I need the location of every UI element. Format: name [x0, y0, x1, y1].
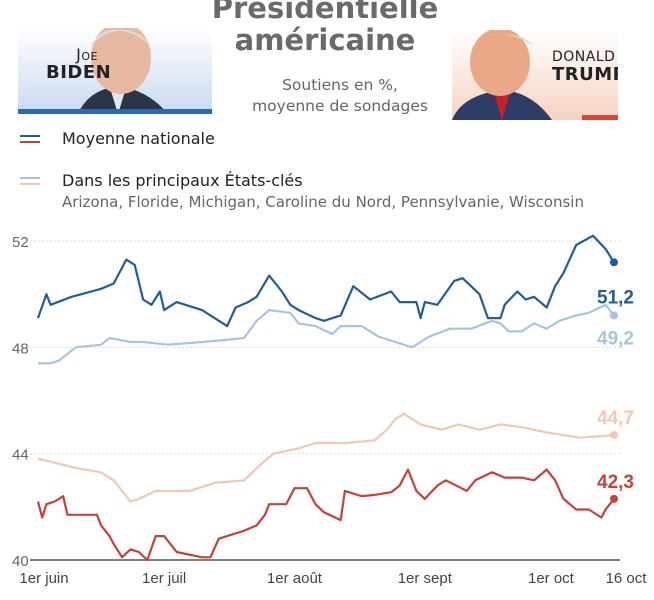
series-line-biden_states — [38, 303, 615, 365]
subtitle-line-1: Soutiens en %, — [282, 76, 398, 94]
y-tick-label: 40 — [12, 553, 29, 570]
y-tick-label: 48 — [12, 340, 29, 357]
end-label-biden_national: 51,2 — [597, 287, 634, 308]
end-label-trump_national: 42,3 — [597, 472, 634, 493]
subtitle: Soutiens en %, moyenne de sondages — [230, 75, 450, 117]
legend-national: Moyenne nationale — [62, 129, 215, 148]
biden-name: Joe Biden — [46, 45, 111, 82]
x-tick-label-juin: 1er juin — [19, 570, 69, 587]
legend-states-list: Arizona, Floride, Michigan, Caroline du … — [62, 193, 584, 211]
series-end-dot-trump_national — [610, 494, 618, 503]
end-label-biden_states: 49,2 — [597, 328, 634, 349]
x-tick-label-oct: 1er oct — [527, 570, 574, 587]
series-end-dot-trump_states — [610, 431, 618, 440]
legend-states: Dans les principaux États-clés — [62, 171, 303, 190]
trump-photo: Donald Trump — [452, 30, 618, 120]
biden-color-bar — [18, 109, 212, 114]
x-tick-label-aout: 1er août — [266, 570, 322, 587]
series-line-biden_national — [36, 234, 615, 328]
series-end-dot-biden_national — [610, 258, 618, 267]
x-tick-label-sept: 1er sept — [397, 570, 452, 587]
trump-name: Donald Trump — [552, 48, 618, 84]
x-tick-label-16-oct: 16 oct — [605, 570, 647, 587]
subtitle-line-2: moyenne de sondages — [252, 97, 428, 115]
title-line-2: américaine — [234, 23, 416, 57]
end-label-trump_states: 44,7 — [597, 408, 634, 429]
biden-portrait-icon — [78, 28, 168, 114]
trump-last-name: Trump — [552, 64, 618, 85]
y-tick-label: 52 — [12, 234, 29, 251]
legend-swatch-national-biden — [20, 135, 40, 137]
legend-swatch-states-trump — [20, 183, 40, 185]
series-line-trump_national — [36, 468, 615, 562]
biden-photo: Joe Biden — [18, 28, 212, 114]
biden-last-name: Biden — [46, 62, 112, 83]
trump-portrait-icon — [452, 30, 552, 120]
series-end-dot-biden_states — [610, 311, 618, 320]
y-tick-label: 44 — [12, 447, 29, 464]
page-title: Présidentielle américaine — [200, 0, 450, 56]
legend-swatch-national-trump — [20, 141, 40, 143]
biden-first-name: Joe — [76, 45, 98, 64]
series-line-trump_states — [37, 412, 615, 503]
x-tick-label-juil: 1er juil — [142, 570, 187, 587]
legend-swatch-states-biden — [20, 177, 40, 179]
trump-first-name: Donald — [552, 49, 616, 65]
title-line-1: Présidentielle — [211, 0, 439, 25]
trump-color-bar — [582, 115, 618, 120]
